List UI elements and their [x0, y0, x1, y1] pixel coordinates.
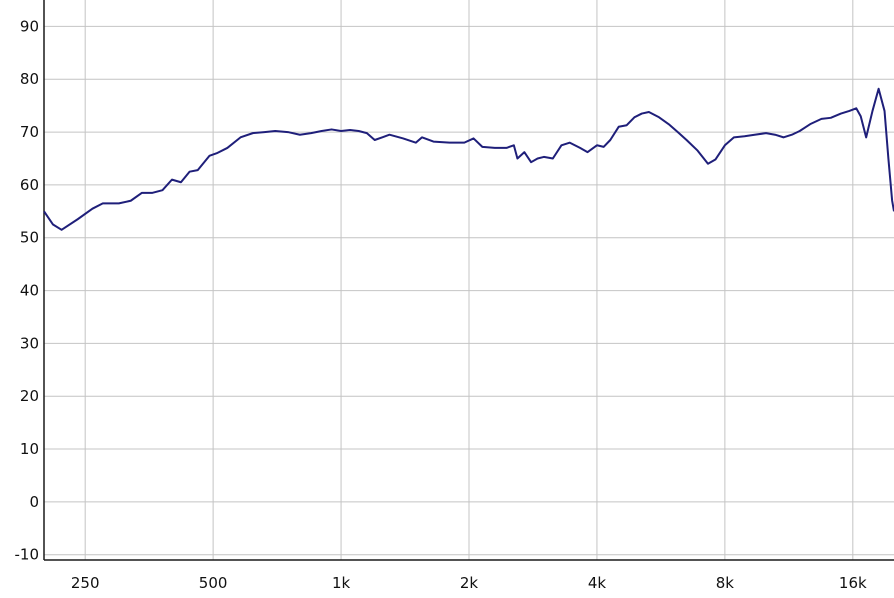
x-tick-label: 4k [588, 574, 607, 592]
x-tick-label: 16k [839, 574, 867, 592]
y-tick-label: 70 [20, 123, 39, 141]
y-tick-label: 80 [20, 70, 39, 88]
y-tick-label: 10 [20, 440, 39, 458]
y-tick-label: 30 [20, 334, 39, 352]
x-tick-label: 8k [716, 574, 735, 592]
y-tick-label: 60 [20, 176, 39, 194]
response-curve-line [43, 87, 894, 231]
x-tick-label: 1k [332, 574, 351, 592]
series-layer [43, 87, 894, 231]
y-tick-label: 0 [29, 493, 39, 511]
y-tick-label: 40 [20, 282, 39, 300]
x-tick-label: 2k [460, 574, 479, 592]
y-tick-label: -10 [15, 546, 40, 564]
y-tick-label: 90 [20, 17, 39, 35]
vertical-gridlines [84, 0, 854, 560]
horizontal-gridlines [44, 25, 894, 556]
x-axis-tick-labels: 250 500 1k 2k 4k 8k 16k [71, 574, 867, 592]
x-tick-label: 250 [71, 574, 100, 592]
y-tick-label: 50 [20, 229, 39, 247]
y-tick-label: 20 [20, 387, 39, 405]
x-tick-label: 500 [199, 574, 228, 592]
y-axis-tick-labels: 90 80 70 60 50 40 30 20 10 0 -10 [15, 17, 40, 563]
